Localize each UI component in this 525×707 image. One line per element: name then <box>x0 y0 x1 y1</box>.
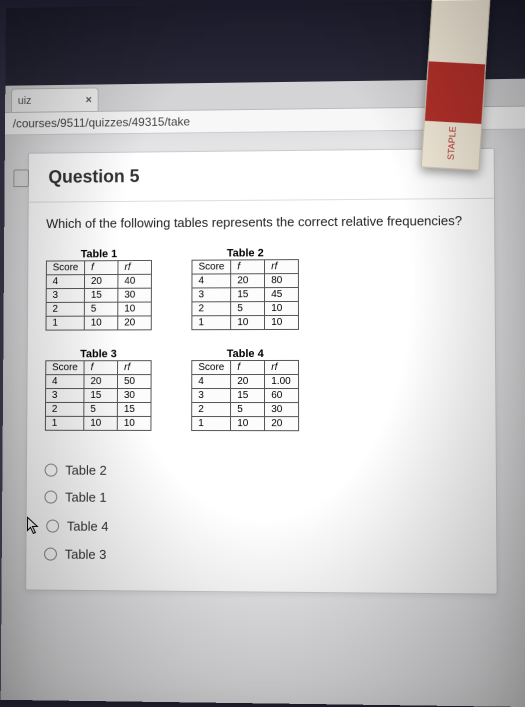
table-1: Table 1 Scorefrf 42040 31530 2510 11020 <box>46 248 153 331</box>
browser-tab[interactable]: uiz × <box>11 87 99 112</box>
table-row: 2515 <box>45 402 151 416</box>
answer-option-table-4[interactable]: Table 4 <box>44 511 478 544</box>
table-row: 2510 <box>192 301 299 315</box>
answer-option-table-1[interactable]: Table 1 <box>44 484 477 513</box>
bookmark-flag-icon[interactable] <box>13 169 29 187</box>
answer-label: Table 3 <box>65 547 107 562</box>
answer-label: Table 4 <box>67 518 109 533</box>
th-rf: rf <box>118 260 152 274</box>
table-2-title: Table 2 <box>192 247 300 260</box>
table-row: 42050 <box>46 375 152 389</box>
cursor-icon <box>26 516 40 534</box>
question-prompt: Which of the following tables represents… <box>46 213 476 231</box>
question-number: Question 5 <box>48 166 139 187</box>
tables-left-column: Table 1 Scorefrf 42040 31530 2510 11020 … <box>45 248 152 431</box>
answer-option-table-3[interactable]: Table 3 <box>44 541 478 571</box>
answer-option-table-2[interactable]: Table 2 <box>45 457 478 486</box>
table-row: 11010 <box>45 416 151 430</box>
table-row: 4201.00 <box>192 374 299 388</box>
table-row: 2530 <box>192 403 299 417</box>
table-row: 2510 <box>46 302 151 316</box>
url-text: /courses/9511/quizzes/49315/take <box>13 115 190 131</box>
tables-wrapper: Table 1 Scorefrf 42040 31530 2510 11020 … <box>45 246 477 431</box>
table-row: 31560 <box>192 389 299 403</box>
receipt-red-block <box>425 61 485 124</box>
table-4-grid: Scorefrf 4201.00 31560 2530 11020 <box>191 360 299 431</box>
receipt-strip-overlay: STAPLE <box>421 0 491 171</box>
table-row: 31530 <box>46 288 151 302</box>
table-2-grid: Scorefrf 42080 31545 2510 11010 <box>191 259 299 330</box>
receipt-brand-text: STAPLE <box>446 126 458 160</box>
radio-icon[interactable] <box>45 464 58 477</box>
question-card: Question 5 Which of the following tables… <box>25 148 498 595</box>
radio-icon[interactable] <box>46 519 59 532</box>
table-row: 11010 <box>192 315 299 329</box>
page-content: Question 5 Which of the following tables… <box>2 130 525 595</box>
table-3-grid: Scorefrf 42050 31530 2515 11010 <box>45 360 152 431</box>
table-row: 11020 <box>46 316 151 330</box>
answer-label: Table 1 <box>65 490 106 505</box>
tables-right-column: Table 2 Scorefrf 42080 31545 2510 11010 … <box>191 247 299 431</box>
table-4: Table 4 Scorefrf 4201.00 31560 2530 1102… <box>191 348 299 431</box>
table-1-title: Table 1 <box>46 248 152 260</box>
table-2: Table 2 Scorefrf 42080 31545 2510 11010 <box>191 247 299 330</box>
table-row: 42080 <box>192 274 299 288</box>
table-row: 11020 <box>192 417 299 431</box>
table-4-title: Table 4 <box>191 348 299 360</box>
table-row: 31530 <box>46 389 152 403</box>
th-f: f <box>85 261 118 275</box>
table-row: 42040 <box>46 274 151 288</box>
question-body: Which of the following tables represents… <box>26 199 497 594</box>
tab-title: uiz <box>18 95 32 107</box>
radio-icon[interactable] <box>44 548 57 561</box>
table-row: 31545 <box>192 287 299 301</box>
answer-options: Table 2 Table 1 Table 4 Table 3 <box>44 457 478 571</box>
tab-close-icon[interactable]: × <box>85 94 91 106</box>
screen-area: uiz × /courses/9511/quizzes/49315/take Q… <box>1 79 525 707</box>
radio-icon[interactable] <box>44 491 57 504</box>
answer-label: Table 2 <box>65 463 106 478</box>
table-3: Table 3 Scorefrf 42050 31530 2515 11010 <box>45 348 152 431</box>
table-1-grid: Scorefrf 42040 31530 2510 11020 <box>46 260 153 331</box>
table-3-title: Table 3 <box>45 348 152 360</box>
th-score: Score <box>46 261 84 275</box>
